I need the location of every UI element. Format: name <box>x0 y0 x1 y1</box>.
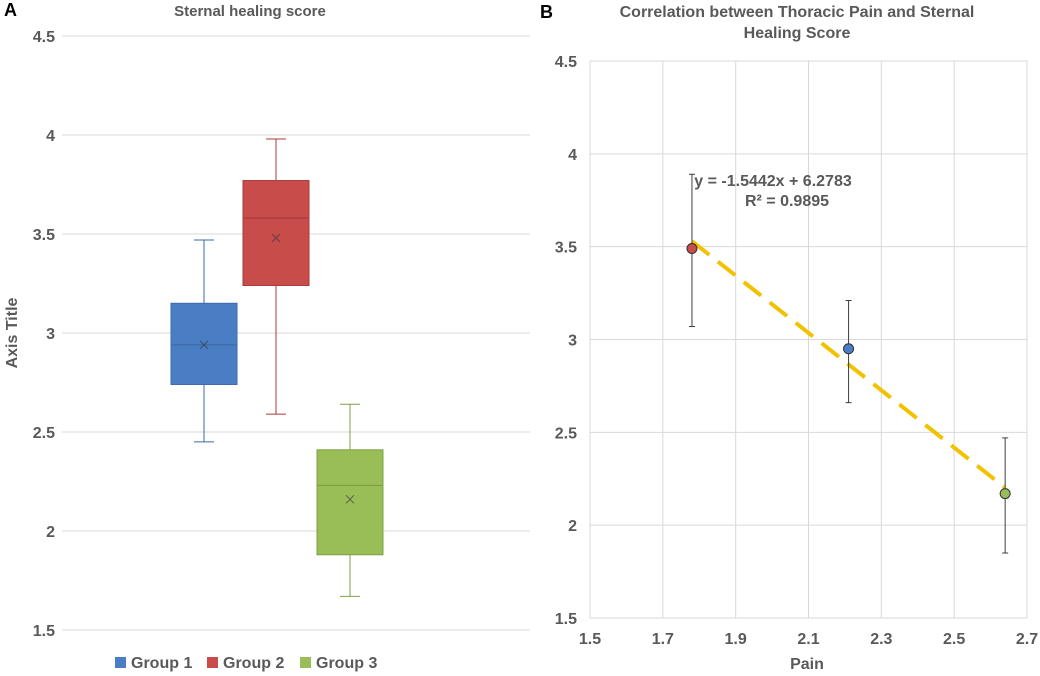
panel-b-y-tick-label: 4.5 <box>555 54 577 71</box>
legend-swatch-group-2 <box>207 657 218 668</box>
legend-swatch-group-1 <box>115 657 126 668</box>
mean-marker <box>345 494 355 504</box>
legend-label-group-3: Group 3 <box>316 655 377 672</box>
panel-a-y-tick-label: 4.5 <box>33 29 55 46</box>
trendline-equation: y = -1.5442x + 6.2783 <box>694 173 852 190</box>
box-group-2 <box>242 138 310 415</box>
legend-swatch-group-3 <box>300 657 311 668</box>
legend-item-group-2: Group 2 <box>207 655 284 672</box>
data-point <box>843 343 855 355</box>
box-iqr <box>170 302 238 385</box>
panel-a-y-tick-label: 2 <box>46 524 55 541</box>
panel-a-gridlines <box>62 35 530 631</box>
point-group-2 <box>686 173 698 328</box>
panel-b-gridlines <box>589 60 1028 619</box>
panel-a-y-tick-label: 2.5 <box>33 425 55 442</box>
panel-b-x-axis-title: Pain <box>790 656 824 673</box>
panel-a-y-tick-label: 3 <box>46 326 55 343</box>
box-group-3 <box>316 403 384 597</box>
legend-item-group-3: Group 3 <box>300 655 377 672</box>
panel-b-y-tick-label: 3.5 <box>555 240 577 257</box>
mean-marker <box>271 233 281 243</box>
point-group-3 <box>999 437 1011 554</box>
panel-b-x-tick-label: 2.5 <box>943 631 965 648</box>
panel-b-x-tick-label: 1.9 <box>725 631 747 648</box>
panel-b-x-tick-label: 2.7 <box>1016 631 1038 648</box>
panel-a-title: Sternal healing score <box>174 3 326 20</box>
panel-a-legend: Group 1 Group 2 Group 3 <box>115 655 377 672</box>
panel-b-x-tick-label: 2.1 <box>797 631 819 648</box>
box-iqr <box>316 449 384 556</box>
box-iqr <box>242 180 310 286</box>
panel-b-x-ticks: 1.5 1.7 1.9 2.1 2.3 2.5 2.7 <box>579 631 1038 648</box>
panel-b-x-tick-label: 1.5 <box>579 631 601 648</box>
panel-b-y-ticks: 1.5 2 2.5 3 3.5 4 4.5 <box>555 54 577 628</box>
mean-marker <box>199 340 209 350</box>
panel-b-title-line-1: Correlation between Thoracic Pain and St… <box>620 4 975 21</box>
legend-label-group-1: Group 1 <box>131 655 192 672</box>
panel-b-y-tick-label: 3 <box>568 333 577 350</box>
panel-b-points <box>686 173 1011 554</box>
data-point <box>999 488 1011 500</box>
point-group-1 <box>843 300 855 404</box>
data-point <box>686 243 698 255</box>
panel-a-box-chart: A Sternal healing score Axis Title 1.5 2 2… <box>4 0 530 672</box>
panel-b-title-line-2: Healing Score <box>744 25 851 42</box>
panel-b-x-tick-label: 1.7 <box>652 631 674 648</box>
panel-b-y-tick-label: 4 <box>568 147 577 164</box>
legend-label-group-2: Group 2 <box>223 655 284 672</box>
panel-a-y-ticks: 1.5 2 2.5 3 3.5 4 4.5 <box>33 29 55 640</box>
panel-a-boxes <box>170 138 384 597</box>
panel-a-label: A <box>4 0 17 20</box>
panel-b-label: B <box>540 2 553 22</box>
panel-b-scatter-chart: B Correlation between Thoracic Pain and … <box>540 2 1038 673</box>
panel-a-y-tick-label: 3.5 <box>33 227 55 244</box>
panel-a-y-axis-title: Axis Title <box>4 297 21 368</box>
panel-b-y-tick-label: 1.5 <box>555 611 577 628</box>
legend-item-group-1: Group 1 <box>115 655 192 672</box>
panel-b-y-tick-label: 2.5 <box>555 425 577 442</box>
panel-a-y-tick-label: 1.5 <box>33 623 55 640</box>
panel-b-y-tick-label: 2 <box>568 518 577 535</box>
panel-a-y-tick-label: 4 <box>46 128 55 145</box>
trendline-r-squared: R² = 0.9895 <box>745 193 829 210</box>
panel-b-x-tick-label: 2.3 <box>870 631 892 648</box>
box-group-1 <box>170 239 238 443</box>
